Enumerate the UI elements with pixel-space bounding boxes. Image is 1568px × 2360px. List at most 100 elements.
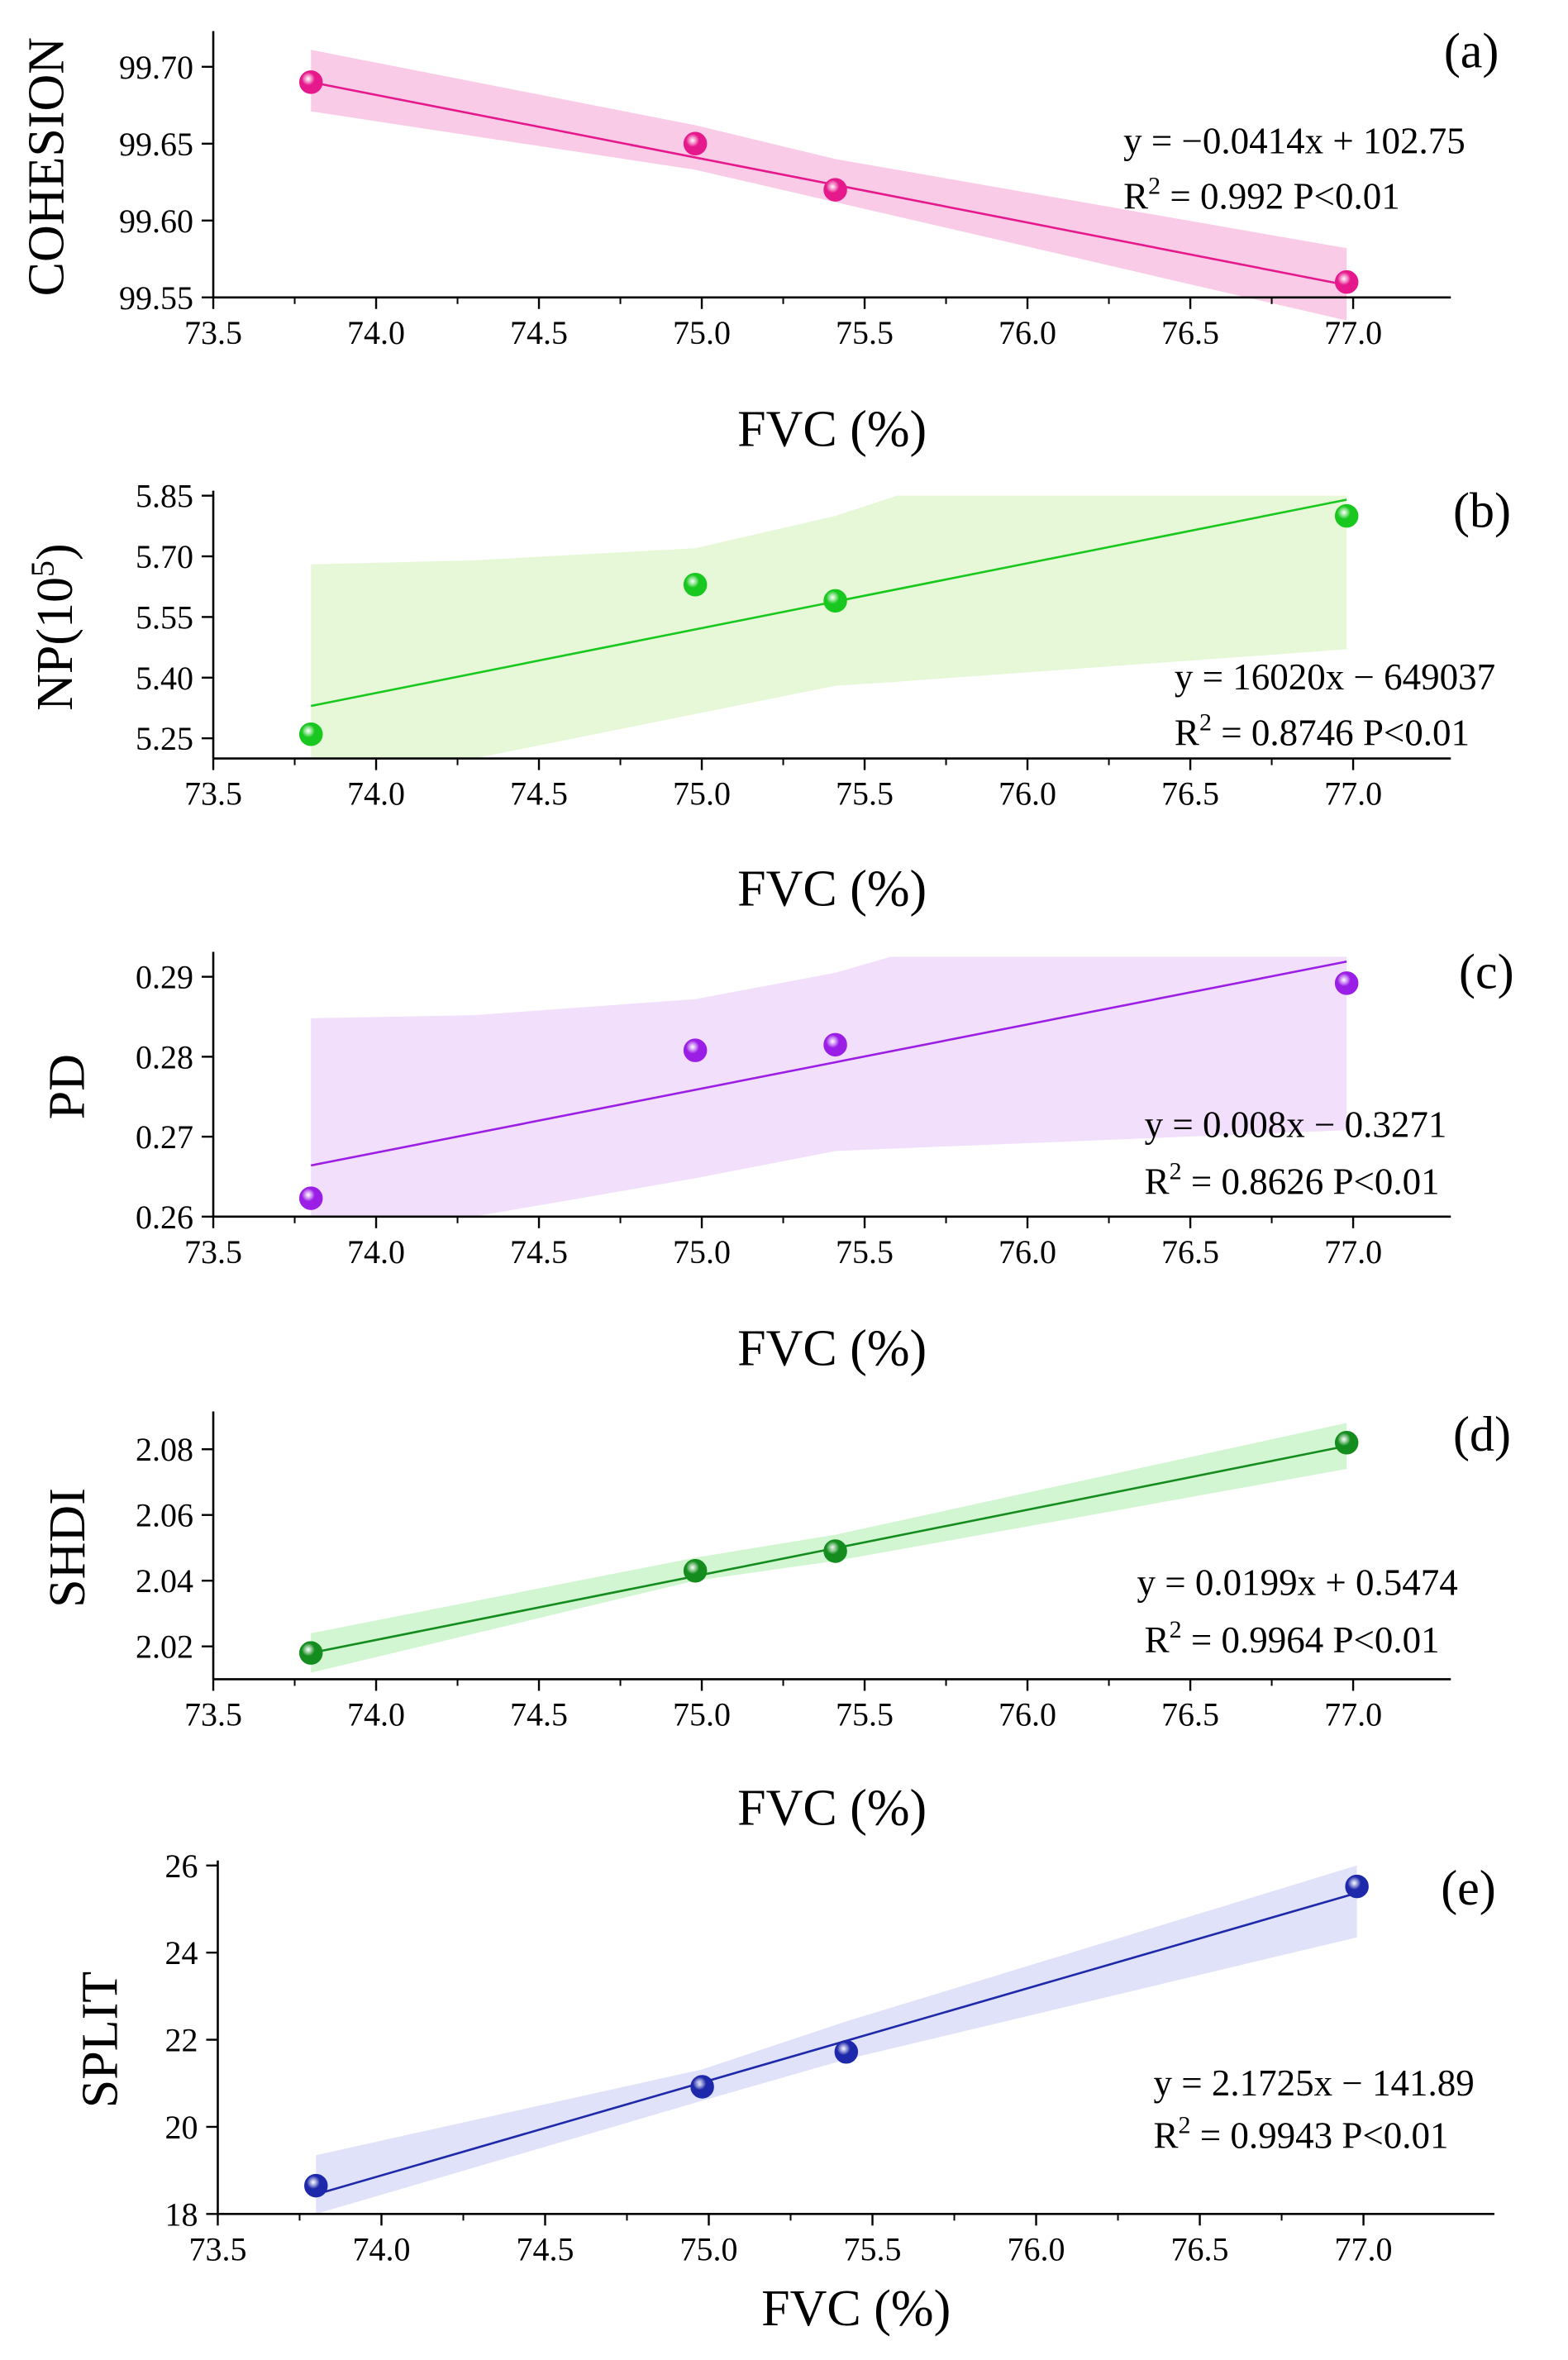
x-tick-label: 75.5: [836, 1233, 894, 1271]
y-tick-label: 5.70: [136, 538, 193, 575]
x-tick-label: 76.0: [998, 1695, 1056, 1733]
r-squared-text: R2 = 0.8626 P<0.01: [1145, 1158, 1440, 1203]
r2-letter: R: [1145, 1619, 1170, 1661]
data-point: [298, 722, 323, 746]
x-tick-label: 75.0: [673, 775, 731, 813]
data-point: [823, 1032, 847, 1057]
y-tick-label: 24: [164, 1934, 198, 1971]
data-point: [823, 1539, 847, 1563]
y-tick-label: 22: [164, 2022, 198, 2059]
x-tick-label: 73.5: [184, 775, 242, 813]
x-tick-label: 75.0: [680, 2230, 738, 2267]
r2-superscript: 2: [1199, 708, 1212, 736]
x-tick-label: 76.5: [1171, 2230, 1229, 2267]
x-tick-label: 75.0: [673, 314, 731, 351]
x-tick-label: 73.5: [184, 314, 242, 351]
x-tick-label: 76.0: [1008, 2230, 1065, 2267]
x-tick-label: 77.0: [1324, 775, 1382, 813]
chart-panel-5: 73.5 74.0 74.5 75.0 75.5 76.0 76.5 77.0 18 20 22 24…: [73, 1847, 1496, 2337]
r2-value: = 0.8746 P<0.01: [1212, 712, 1470, 753]
x-tick-label: 75.5: [836, 1695, 894, 1733]
x-axis-label: FVC (%): [737, 1321, 927, 1377]
x-tick-label: 76.0: [998, 775, 1056, 813]
x-axis-label: FVC (%): [761, 2281, 951, 2337]
x-tick-label: 76.5: [1161, 1233, 1219, 1271]
panel-label: (a): [1444, 24, 1499, 79]
x-tick-label: 77.0: [1324, 1695, 1382, 1733]
x-tick-label: 74.5: [510, 775, 568, 813]
y-tick-label: 0.28: [136, 1038, 193, 1075]
y-tick-label: 26: [164, 1847, 198, 1885]
r2-superscript: 2: [1170, 1158, 1182, 1185]
data-point: [683, 1559, 708, 1583]
x-tick-label: 74.0: [347, 1233, 405, 1271]
r2-letter: R: [1153, 2114, 1178, 2156]
r2-letter: R: [1123, 176, 1148, 217]
r2-letter: R: [1145, 1161, 1170, 1203]
confidence-band: [311, 956, 1347, 1217]
data-point: [1334, 1431, 1359, 1455]
x-tick-label: 77.0: [1324, 314, 1382, 351]
r-squared-text: R2 = 0.8746 P<0.01: [1175, 708, 1470, 753]
y-tick-label: 18: [164, 2196, 198, 2233]
x-tick-label: 75.0: [673, 1233, 731, 1271]
x-tick-label: 75.5: [836, 314, 894, 351]
x-axis-label: FVC (%): [737, 861, 927, 918]
x-tick-label: 74.5: [510, 1233, 568, 1271]
regression-equation: y = 2.1725x − 141.89: [1153, 2062, 1474, 2104]
r2-letter: R: [1175, 712, 1199, 753]
x-tick-label: 76.5: [1161, 1695, 1219, 1733]
panel-label: (d): [1453, 1407, 1511, 1461]
x-tick-label: 76.0: [998, 1233, 1056, 1271]
x-tick-label: 77.0: [1335, 2230, 1393, 2267]
chart-panel-1: 73.5 74.0 74.5 75.0 75.5 76.0 76.5 77.0 99.55 99.…: [18, 24, 1499, 458]
regression-equation: y = 0.0199x + 0.5474: [1137, 1562, 1458, 1604]
r2-superscript: 2: [1170, 1616, 1182, 1643]
data-point: [683, 1038, 708, 1062]
y-axis-label: SPLIT: [73, 1971, 129, 2108]
y-tick-label: 0.26: [136, 1199, 193, 1236]
panel-label: (b): [1453, 484, 1511, 538]
y-axis-label: SHDI: [40, 1488, 96, 1608]
data-point: [683, 131, 708, 156]
y-tick-label: 5.25: [136, 720, 193, 757]
data-point: [823, 178, 847, 202]
x-tick-label: 75.0: [673, 1695, 731, 1733]
regression-line: [315, 1891, 1357, 2196]
x-axis-label: FVC (%): [737, 402, 927, 458]
y-tick-label: 5.55: [136, 598, 193, 636]
r2-value: = 0.992 P<0.01: [1161, 176, 1400, 217]
data-point: [1334, 503, 1359, 528]
confidence-band: [311, 495, 1347, 759]
y-axis-label: PD: [40, 1054, 96, 1119]
x-tick-label: 74.5: [510, 314, 568, 351]
panel-label: (c): [1459, 944, 1514, 999]
x-tick-label: 77.0: [1324, 1233, 1382, 1271]
chart-panel-3: 73.5 74.0 74.5 75.0 75.5 76.0 76.5 77.0 0.26 0.27…: [40, 944, 1514, 1376]
y-tick-label: 2.08: [136, 1431, 193, 1468]
data-point: [1334, 971, 1359, 995]
chart-panel-4: 73.5 74.0 74.5 75.0 75.5 76.0 76.5 77.0 2.02 2.04…: [40, 1407, 1511, 1837]
x-tick-label: 73.5: [188, 2230, 246, 2267]
y-tick-label: 99.65: [119, 126, 193, 163]
r-squared-text: R2 = 0.9964 P<0.01: [1145, 1616, 1440, 1661]
x-tick-label: 74.0: [352, 2230, 410, 2267]
data-point: [298, 70, 323, 94]
y-tick-label: 20: [164, 2109, 198, 2146]
x-tick-label: 74.0: [347, 314, 405, 351]
r2-value: = 0.9943 P<0.01: [1191, 2114, 1449, 2156]
y-tick-label: 0.29: [136, 959, 193, 996]
regression-equation: y = 0.008x − 0.3271: [1145, 1104, 1447, 1146]
y-tick-label: 0.27: [136, 1118, 193, 1156]
y-tick-label: 2.04: [136, 1562, 193, 1600]
r-squared-text: R2 = 0.992 P<0.01: [1123, 173, 1400, 217]
y-tick-label: 99.60: [119, 203, 193, 240]
x-tick-label: 76.0: [998, 314, 1056, 351]
regression-equation: y = −0.0414x + 102.75: [1123, 120, 1466, 161]
x-tick-label: 75.5: [844, 2230, 902, 2267]
y-axis-label: NP(105): [24, 543, 83, 711]
data-point: [298, 1641, 323, 1665]
r2-superscript: 2: [1148, 173, 1161, 200]
x-tick-label: 76.5: [1161, 775, 1219, 813]
